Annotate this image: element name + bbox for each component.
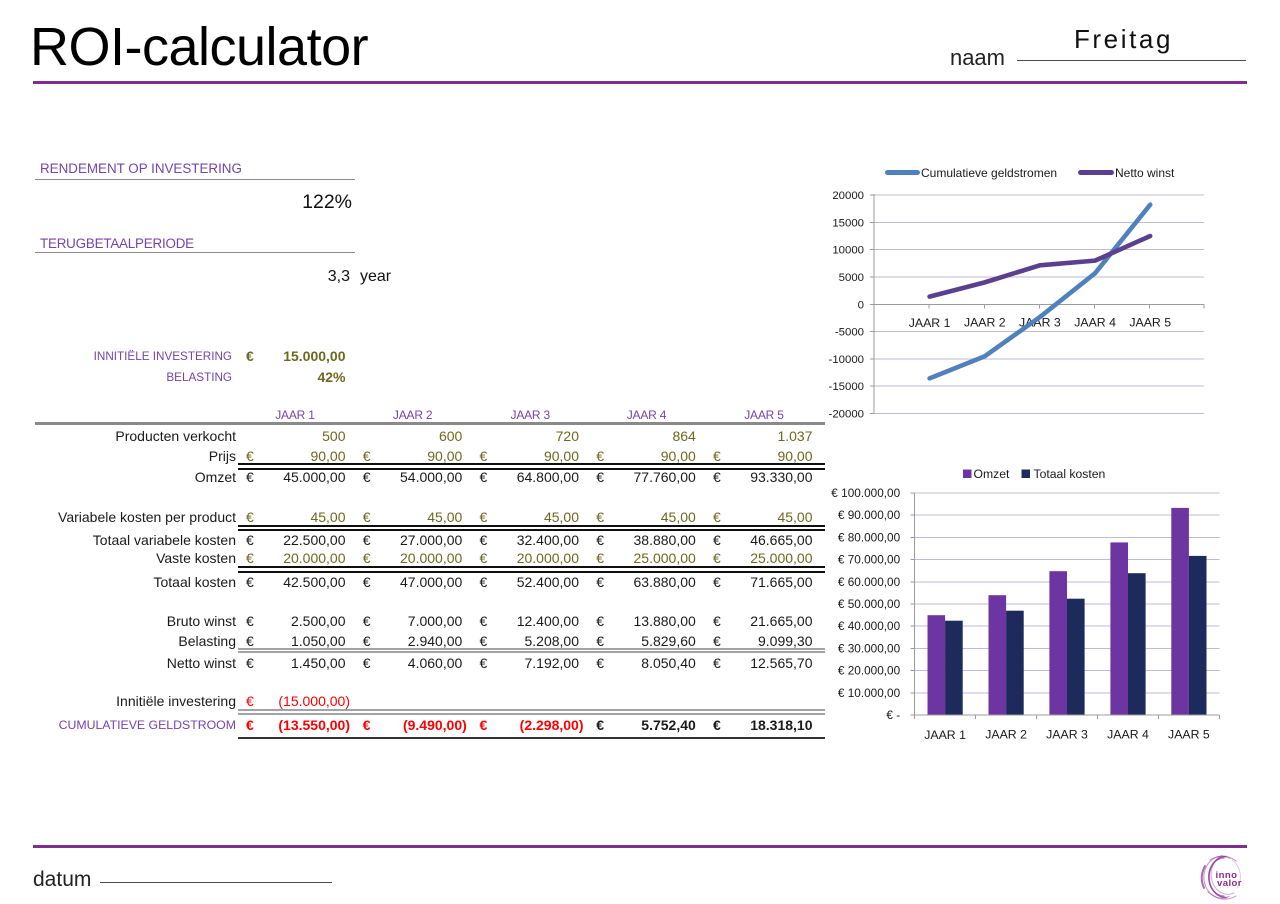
- svg-text:JAAR 1: JAAR 1: [924, 728, 966, 742]
- svg-text:JAAR 1: JAAR 1: [909, 316, 951, 330]
- svg-text:5000: 5000: [839, 272, 864, 284]
- svg-text:€ 60.000,00: € 60.000,00: [838, 575, 901, 589]
- svg-text:€ -: € -: [886, 708, 900, 722]
- svg-text:€ 40.000,00: € 40.000,00: [838, 619, 901, 633]
- svg-text:valor: valor: [1217, 878, 1242, 889]
- svg-text:JAAR 2: JAAR 2: [964, 316, 1006, 330]
- svg-text:JAAR 5: JAAR 5: [1129, 316, 1171, 330]
- svg-text:-10000: -10000: [829, 354, 864, 366]
- svg-text:Omzet: Omzet: [974, 467, 1011, 481]
- svg-text:-5000: -5000: [835, 327, 864, 339]
- svg-text:JAAR 2: JAAR 2: [985, 728, 1027, 742]
- svg-text:€ 80.000,00: € 80.000,00: [838, 530, 901, 544]
- svg-text:Cumulatieve geldstromen: Cumulatieve geldstromen: [921, 166, 1057, 180]
- svg-text:€ 10.000,00: € 10.000,00: [838, 686, 901, 700]
- svg-text:JAAR 4: JAAR 4: [1074, 316, 1116, 330]
- svg-text:Netto winst: Netto winst: [1115, 166, 1175, 180]
- svg-text:€ 70.000,00: € 70.000,00: [838, 553, 901, 567]
- svg-text:€ 50.000,00: € 50.000,00: [838, 597, 901, 611]
- svg-text:0: 0: [858, 300, 864, 312]
- svg-text:JAAR 4: JAAR 4: [1107, 728, 1149, 742]
- svg-text:JAAR 3: JAAR 3: [1046, 728, 1088, 742]
- svg-text:inno: inno: [1216, 870, 1238, 881]
- svg-text:€ 90.000,00: € 90.000,00: [838, 508, 901, 522]
- svg-text:20000: 20000: [832, 190, 864, 202]
- svg-text:€ 100.000,00: € 100.000,00: [831, 486, 900, 500]
- svg-text:15000: 15000: [832, 218, 864, 230]
- svg-text:€ 30.000,00: € 30.000,00: [838, 641, 901, 655]
- svg-text:10000: 10000: [832, 245, 864, 257]
- svg-text:-20000: -20000: [829, 409, 864, 421]
- svg-text:€ 20.000,00: € 20.000,00: [838, 664, 901, 678]
- svg-text:-15000: -15000: [829, 381, 864, 393]
- svg-text:Totaal kosten: Totaal kosten: [1034, 467, 1106, 481]
- svg-text:JAAR 5: JAAR 5: [1168, 728, 1210, 742]
